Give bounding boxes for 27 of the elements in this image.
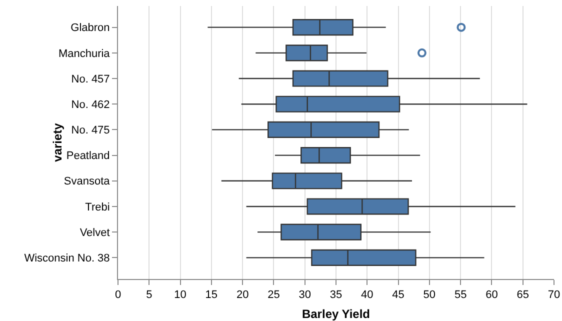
x-tick-label: 65 [516, 289, 529, 302]
x-tick-label: 70 [548, 289, 560, 302]
y-tick-label: No. 462 [71, 98, 110, 111]
y-tick-label: Velvet [80, 226, 110, 239]
x-tick-label: 15 [205, 289, 218, 302]
x-tick-label: 25 [268, 289, 280, 302]
x-tick-label: 60 [486, 289, 498, 302]
y-tick-label: Wisconsin No. 38 [24, 252, 110, 265]
y-tick-label: Svansota [64, 176, 111, 188]
x-tick-label: 45 [392, 289, 404, 302]
x-tick-label: 10 [174, 289, 186, 302]
y-tick-label: Trebi [85, 201, 110, 214]
y-tick-label: No. 475 [71, 124, 110, 137]
x-axis-title: Barley Yield [302, 307, 370, 321]
x-tick-label: 40 [361, 289, 374, 302]
y-tick-label: Glabron [70, 22, 110, 34]
x-tick-label: 5 [146, 289, 152, 302]
x-tick-label: 35 [330, 289, 342, 302]
y-tick-label: No. 457 [71, 73, 110, 86]
x-tick-label: 30 [298, 289, 311, 302]
x-tick-label: 50 [423, 289, 436, 302]
x-tick-label: 55 [454, 289, 467, 302]
y-axis-title: variety [50, 122, 64, 162]
y-tick-label: Manchuria [58, 48, 111, 60]
x-tick-label: 20 [236, 289, 249, 302]
y-tick-label: Peatland [66, 150, 110, 162]
x-tick-label: 0 [114, 289, 122, 302]
